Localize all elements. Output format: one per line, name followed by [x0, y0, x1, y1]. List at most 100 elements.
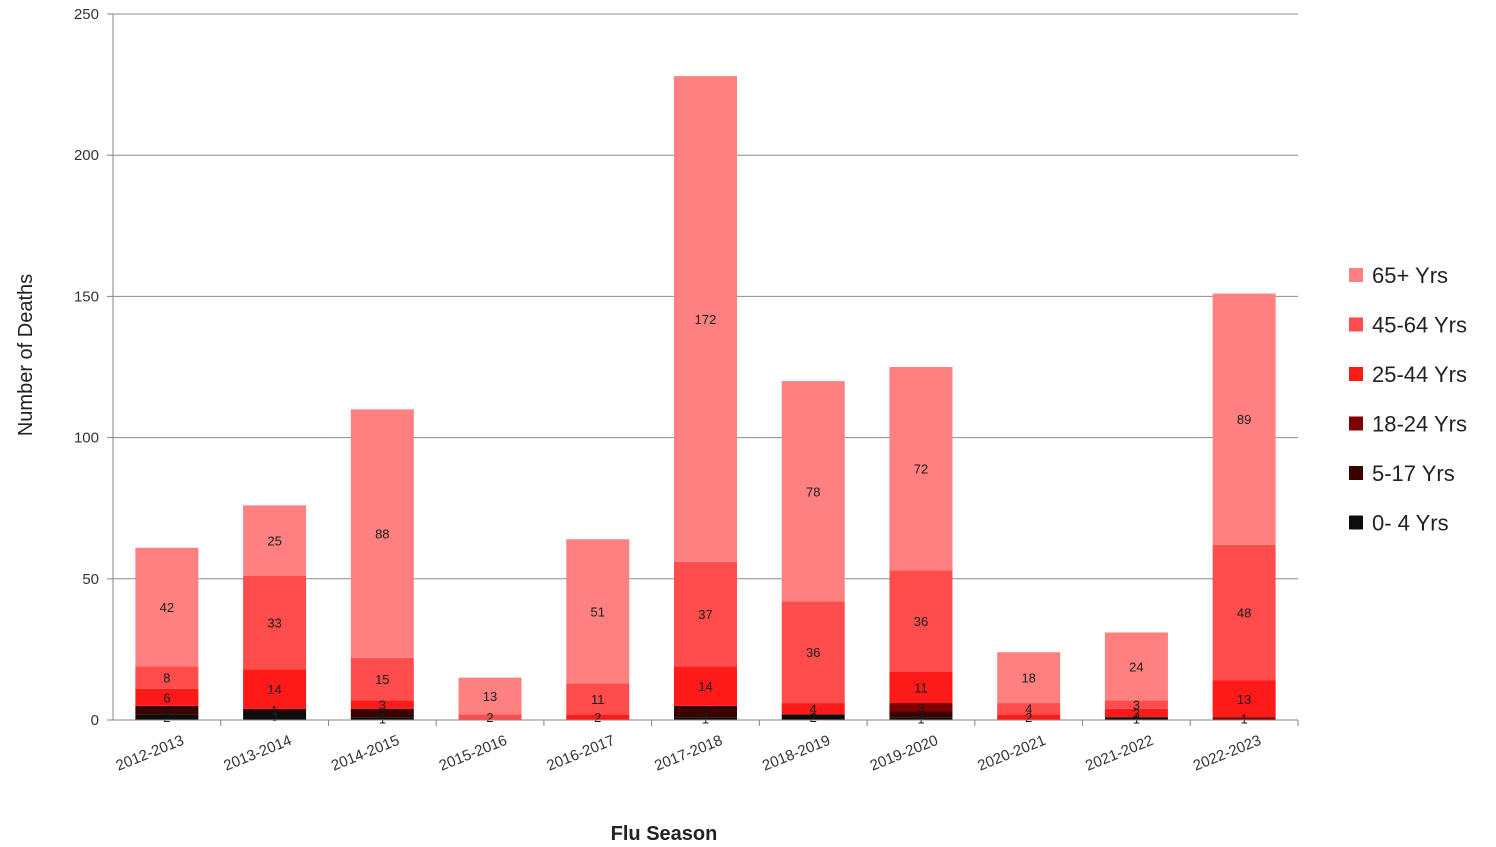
data-label: 1 [1241, 712, 1248, 727]
bars [135, 76, 1276, 720]
y-tick-label: 200 [74, 147, 99, 164]
legend-label: 45-64 Yrs [1372, 313, 1467, 338]
bar-segment [458, 714, 522, 720]
y-axis-ticks: 0 50 100 150 200 250 [74, 6, 113, 729]
bar-segment [135, 666, 199, 689]
legend-swatch [1349, 466, 1363, 480]
data-label: 6 [163, 690, 170, 705]
bar-segment [674, 705, 737, 718]
data-label: 2 [163, 710, 170, 725]
bar-segment [243, 669, 307, 709]
bar-segment [350, 409, 414, 658]
data-label: 3 [163, 703, 170, 718]
data-label: 1 [702, 712, 709, 727]
bar-segment [781, 381, 845, 602]
data-label: 13 [483, 689, 497, 704]
bar-segment [674, 717, 737, 720]
x-tick-label: 2012-2013 [113, 732, 186, 775]
x-tick-label: 2018-2019 [760, 732, 833, 775]
data-label: 51 [591, 604, 605, 619]
x-tick-label: 2022-2023 [1191, 732, 1264, 775]
legend-swatch [1349, 416, 1363, 431]
bar-segment [135, 547, 199, 667]
data-label: 3 [271, 709, 278, 724]
x-tick-label: 2021-2022 [1083, 732, 1156, 775]
data-label: 3 [1133, 697, 1140, 712]
bar-segment [781, 703, 845, 715]
bar-segment [350, 717, 414, 720]
x-axis-title: Flu Season [611, 823, 718, 845]
x-tick-label: 2019-2020 [868, 732, 941, 775]
data-label: 3 [1133, 706, 1140, 721]
data-label: 2 [810, 710, 817, 725]
legend-label: 25-44 Yrs [1372, 362, 1467, 387]
data-label: 1 [271, 703, 278, 718]
data-label: 8 [163, 671, 170, 686]
legend-swatch [1349, 317, 1363, 332]
legend-label: 18-24 Yrs [1372, 412, 1467, 437]
bar-segment [1212, 544, 1276, 681]
data-label: 2 [486, 710, 493, 725]
data-label: 2 [594, 710, 601, 725]
bar-segment [997, 652, 1061, 704]
y-tick-label: 100 [74, 430, 99, 447]
bar-segment [135, 714, 199, 720]
y-axis-title: Number of Deaths [15, 274, 37, 436]
bar-segment [674, 561, 737, 667]
bar-segment [243, 505, 307, 576]
bar-segment [889, 703, 953, 712]
data-label: 89 [1237, 412, 1251, 427]
bar-segment [566, 683, 630, 715]
x-axis-ticks: 2012-2013 2013-2014 2014-2015 2015-2016 2016… [113, 720, 1299, 775]
data-label: 11 [914, 681, 928, 696]
bar-segment [1104, 632, 1168, 701]
legend: 65+ Yrs 45-64 Yrs 25-44 Yrs 18-24 Yrs 5-17 Y… [1349, 263, 1467, 536]
bar-segment [243, 575, 307, 670]
bar-segment [243, 711, 307, 720]
data-label: 33 [267, 616, 281, 631]
bar-segment [889, 717, 953, 720]
bar-segment [566, 714, 630, 720]
y-tick-label: 250 [74, 6, 99, 23]
legend-swatch [1349, 367, 1363, 381]
data-label: 14 [267, 682, 281, 697]
bar-segment [1104, 717, 1168, 720]
y-tick-label: 150 [74, 288, 99, 305]
bar-segment [243, 708, 307, 712]
bar-segment [889, 671, 953, 704]
data-label: 2 [1025, 710, 1032, 725]
bar-segment [1212, 680, 1276, 718]
bar-segment [566, 539, 630, 684]
data-label: 78 [806, 484, 820, 499]
data-label: 1 [1133, 712, 1140, 727]
data-label: 3 [379, 706, 386, 721]
data-labels: 2368423114332513315882132115114143717224… [160, 312, 1252, 727]
bar-segment [674, 666, 737, 706]
data-label: 3 [917, 700, 924, 715]
data-label: 4 [810, 702, 817, 717]
x-tick-label: 2013-2014 [221, 732, 294, 775]
bar-segment [1212, 717, 1276, 720]
bar-segment [889, 570, 953, 672]
x-tick-label: 2020-2021 [975, 732, 1048, 775]
data-label: 1 [917, 712, 924, 727]
bar-segment [135, 688, 199, 706]
x-tick-label: 2016-2017 [544, 732, 617, 775]
bar-segment [997, 714, 1061, 720]
y-tick-label: 0 [91, 712, 99, 729]
legend-label: 0- 4 Yrs [1372, 511, 1449, 536]
bar-segment [674, 76, 737, 562]
data-label: 13 [1237, 692, 1251, 707]
data-label: 18 [1021, 671, 1035, 686]
bar-segment [350, 708, 414, 718]
bar-segment [889, 367, 953, 571]
x-tick-label: 2014-2015 [329, 732, 402, 775]
x-tick-label: 2015-2016 [437, 732, 510, 775]
bar-segment [997, 703, 1061, 715]
data-label: 42 [160, 600, 174, 615]
legend-label: 5-17 Yrs [1372, 461, 1455, 486]
bar-segment [1104, 700, 1168, 709]
data-label: 24 [1129, 659, 1143, 674]
data-label: 2 [917, 707, 924, 722]
